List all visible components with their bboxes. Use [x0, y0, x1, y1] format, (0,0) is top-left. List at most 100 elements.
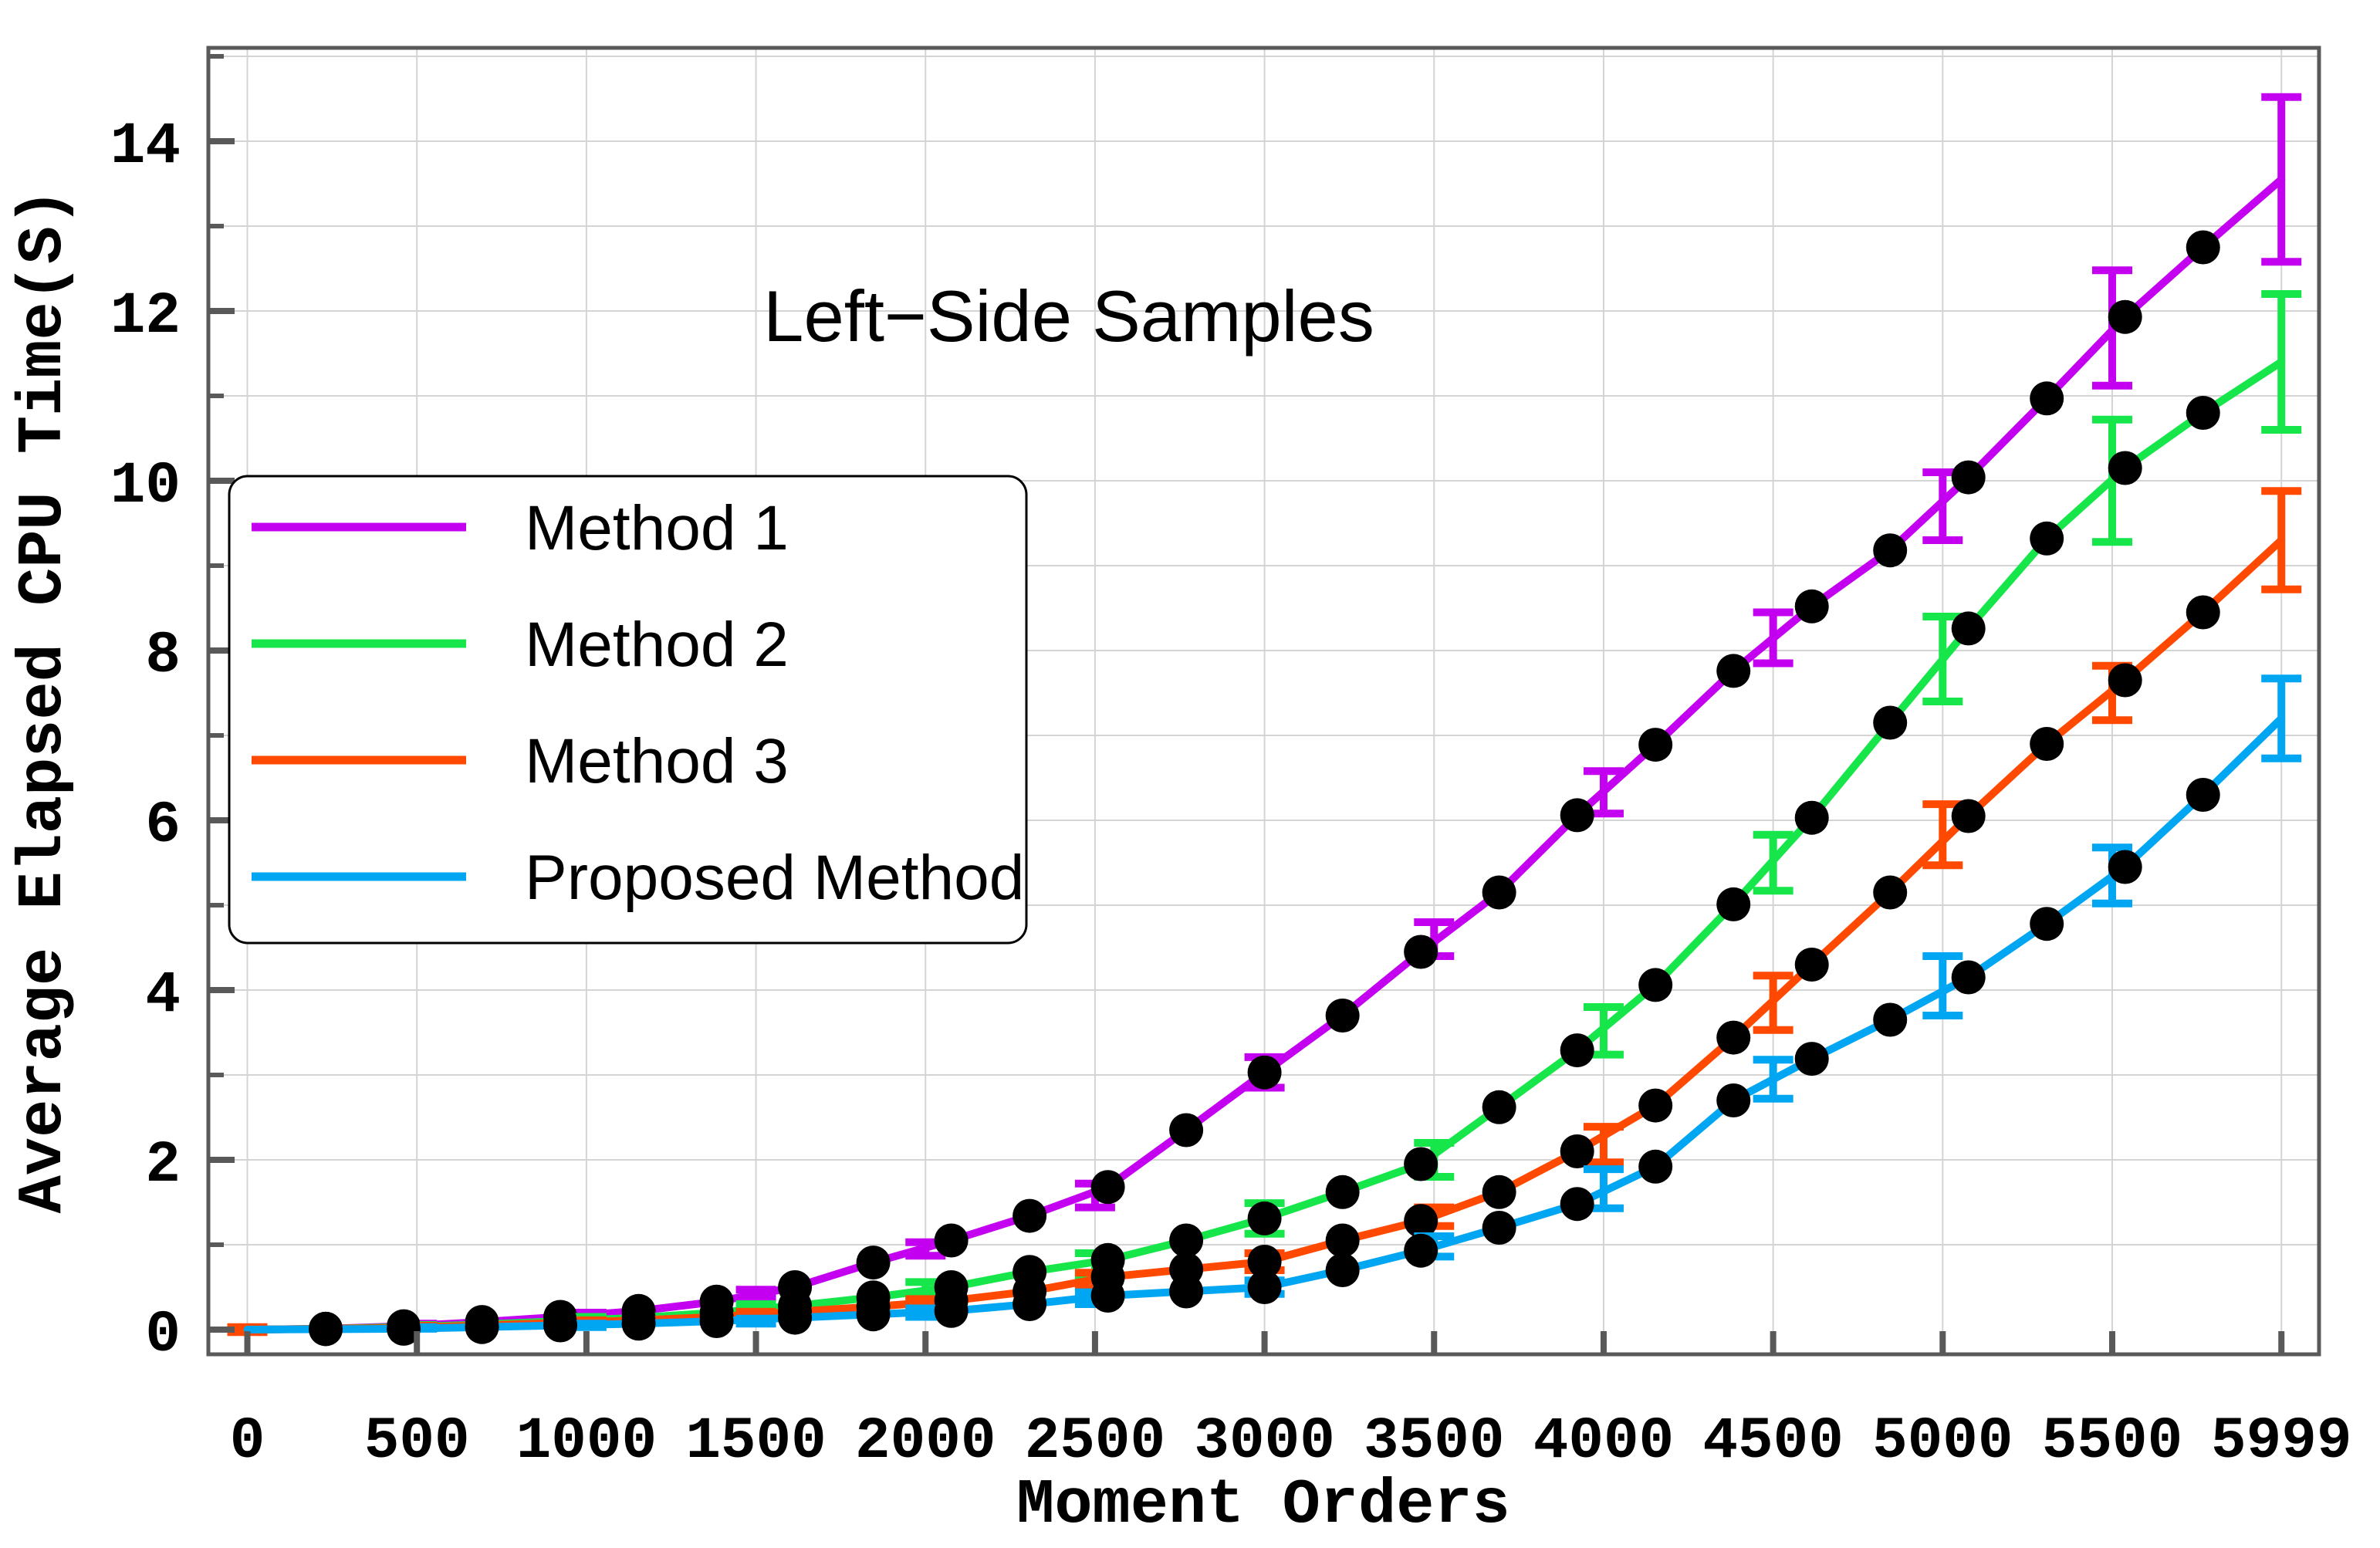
- error-bar-proposed-method: [2261, 674, 2302, 762]
- legend-item-method-3: Method 3: [252, 726, 789, 796]
- data-marker: [1013, 1198, 1047, 1233]
- data-marker: [1090, 1278, 1125, 1313]
- data-marker: [1325, 1175, 1360, 1209]
- data-marker: [1325, 1252, 1360, 1287]
- error-bar-method-3: [2261, 487, 2302, 593]
- data-marker: [1560, 1187, 1594, 1222]
- data-marker: [1873, 705, 1908, 740]
- legend-label-method-3: Method 3: [525, 726, 789, 796]
- data-marker: [387, 1311, 421, 1346]
- legend-label-method-1: Method 1: [525, 493, 789, 563]
- y-tick-label: 12: [110, 283, 181, 350]
- data-marker: [2030, 726, 2064, 761]
- data-marker: [2108, 663, 2142, 698]
- data-marker: [1638, 1088, 1673, 1123]
- data-marker: [2108, 850, 2142, 884]
- data-marker: [1247, 1201, 1282, 1235]
- x-tick-label: 5000: [1872, 1408, 2013, 1475]
- data-marker: [856, 1245, 891, 1280]
- error-bar-proposed-method: [1922, 951, 1963, 1019]
- x-tick-label: 2000: [855, 1408, 996, 1475]
- data-marker: [1560, 1134, 1594, 1168]
- data-marker: [309, 1312, 343, 1347]
- data-marker: [2030, 381, 2064, 416]
- y-tick-label: 8: [145, 623, 181, 689]
- x-tick-label: 4000: [1533, 1408, 1674, 1475]
- data-marker: [1325, 998, 1360, 1033]
- x-tick-label: 5999: [2211, 1408, 2351, 1475]
- legend-item-method-2: Method 2: [252, 610, 789, 680]
- x-tick-labels: 0 500 1000 1500 2000 2500 3000 3500 4000 4500 5000…: [230, 1408, 2352, 1475]
- data-marker: [1325, 1223, 1360, 1258]
- y-tick-label: 10: [110, 453, 181, 519]
- legend-label-proposed-method: Proposed Method: [525, 843, 1024, 913]
- x-tick-label: 1500: [685, 1408, 826, 1475]
- data-marker: [1716, 654, 1751, 688]
- error-bar-method-3: [1583, 1123, 1624, 1167]
- error-bar-method-3: [1753, 972, 1793, 1034]
- legend-item-method-1: Method 1: [252, 493, 789, 563]
- error-bar-method-3: [1922, 800, 1963, 870]
- error-bar-proposed-method: [735, 1314, 776, 1328]
- error-bar-proposed-method: [1753, 1056, 1793, 1103]
- data-marker: [1716, 1020, 1751, 1055]
- data-marker: [1951, 460, 1986, 495]
- data-marker: [934, 1293, 969, 1328]
- data-marker: [2108, 299, 2142, 334]
- x-axis-title: Moment Orders: [1016, 1469, 1510, 1541]
- data-marker: [1247, 1055, 1282, 1090]
- data-marker: [934, 1223, 969, 1258]
- data-marker: [621, 1306, 656, 1341]
- error-bar-method-2: [2261, 289, 2302, 434]
- data-marker: [1716, 887, 1751, 921]
- data-marker: [1482, 875, 1516, 910]
- data-marker: [1638, 968, 1673, 1002]
- data-marker: [1873, 875, 1908, 910]
- data-marker: [1482, 1175, 1516, 1209]
- data-marker: [2186, 395, 2220, 430]
- error-bar-method-2: [2091, 415, 2132, 546]
- axis-ticks: [210, 53, 2285, 1353]
- data-marker: [1638, 1149, 1673, 1184]
- data-marker: [1013, 1286, 1047, 1321]
- data-marker: [1169, 1274, 1204, 1309]
- error-bar-method-1: [1753, 608, 1793, 668]
- data-marker: [2186, 595, 2220, 630]
- y-tick-label: 2: [145, 1132, 181, 1198]
- x-tick-label: 0: [230, 1408, 265, 1475]
- x-tick-label: 2500: [1025, 1408, 1165, 1475]
- data-marker: [1560, 798, 1594, 833]
- gridlines: [208, 48, 2319, 1354]
- data-marker: [2186, 777, 2220, 812]
- data-marker: [1873, 1002, 1908, 1037]
- x-tick-label: 3000: [1194, 1408, 1334, 1475]
- y-axis-title: Average Elapsed CPU Time(S): [8, 188, 79, 1214]
- data-marker: [2030, 907, 2064, 941]
- data-marker: [1482, 1210, 1516, 1245]
- data-marker: [778, 1300, 813, 1335]
- chart-title: Left−Side Samples: [763, 275, 1374, 357]
- data-marker: [1404, 1147, 1438, 1181]
- data-marker: [1090, 1170, 1125, 1205]
- data-marker: [1951, 960, 1986, 995]
- data-marker: [1404, 935, 1438, 969]
- x-tick-label: 4500: [1702, 1408, 1843, 1475]
- error-bar-method-1: [2261, 93, 2302, 266]
- y-tick-label: 0: [145, 1302, 181, 1368]
- plot-frame: [206, 46, 2321, 1357]
- series-proposed-method: [243, 674, 2302, 1347]
- y-tick-label: 4: [145, 962, 181, 1029]
- x-tick-label: 5500: [2042, 1408, 2182, 1475]
- data-marker: [1951, 611, 1986, 646]
- data-marker: [1794, 589, 1829, 624]
- x-tick-label: 1000: [516, 1408, 657, 1475]
- data-marker: [2186, 230, 2220, 265]
- data-marker: [2108, 451, 2142, 485]
- data-marker: [1169, 1113, 1204, 1147]
- data-marker: [1951, 799, 1986, 833]
- data-marker: [2030, 521, 2064, 556]
- data-marker: [465, 1310, 499, 1344]
- data-marker: [1404, 1233, 1438, 1268]
